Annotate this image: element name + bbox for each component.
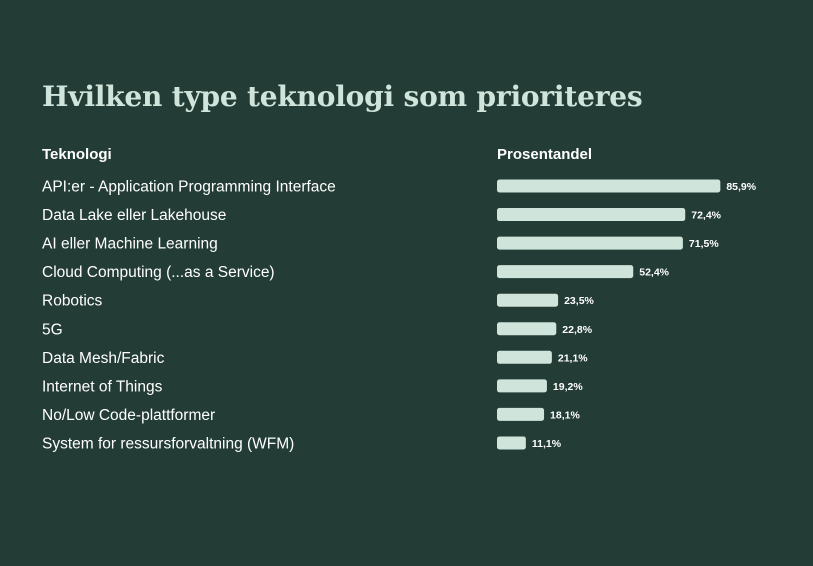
value-label: 85,9% bbox=[726, 181, 756, 193]
bar bbox=[497, 293, 559, 307]
category-label: Internet of Things bbox=[42, 378, 163, 395]
value-label: 72,4% bbox=[691, 210, 721, 222]
value-label: 71,5% bbox=[689, 238, 719, 250]
category-label: AI eller Machine Learning bbox=[42, 236, 218, 253]
value-label: 22,8% bbox=[562, 324, 592, 336]
category-label: Robotics bbox=[42, 293, 103, 310]
value-label: 19,2% bbox=[553, 381, 583, 393]
category-label: 5G bbox=[42, 321, 63, 338]
category-label: Data Mesh/Fabric bbox=[42, 350, 165, 367]
value-label: 18,1% bbox=[550, 409, 580, 421]
bar bbox=[497, 379, 547, 393]
category-label: No/Low Code-plattformer bbox=[42, 407, 215, 424]
category-label: Data Lake eller Lakehouse bbox=[42, 207, 226, 224]
bar bbox=[497, 350, 552, 364]
bar bbox=[497, 265, 634, 279]
bar bbox=[497, 322, 557, 336]
chart-title: Hvilken type teknologi som prioriteres bbox=[42, 80, 643, 113]
value-label: 11,1% bbox=[532, 438, 562, 450]
column-header-technology: Teknologi bbox=[42, 146, 112, 163]
bar bbox=[497, 179, 721, 193]
category-label: Cloud Computing (...as a Service) bbox=[42, 264, 275, 281]
category-label: API:er - Application Programming Interfa… bbox=[42, 179, 336, 196]
bar bbox=[497, 208, 686, 222]
bar bbox=[497, 236, 683, 250]
bar bbox=[497, 436, 526, 450]
bar bbox=[497, 407, 545, 421]
value-label: 52,4% bbox=[639, 267, 669, 279]
category-label: System for ressursforvaltning (WFM) bbox=[42, 435, 294, 452]
value-label: 23,5% bbox=[564, 295, 594, 307]
column-header-percentage: Prosentandel bbox=[497, 146, 593, 163]
value-label: 21,1% bbox=[558, 352, 588, 364]
